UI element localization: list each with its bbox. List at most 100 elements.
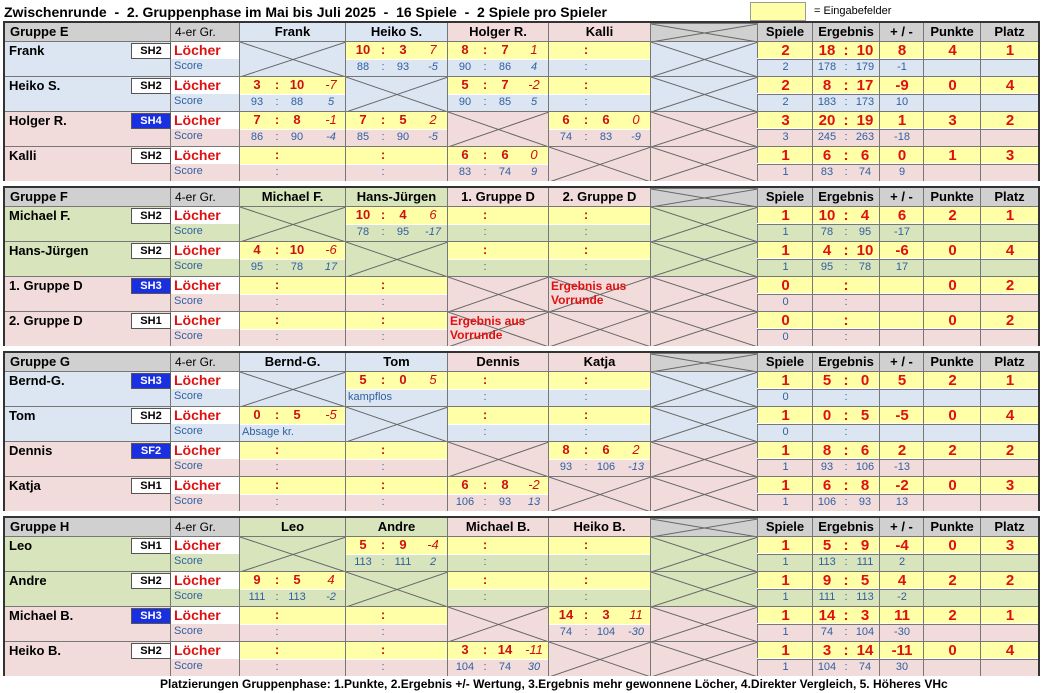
holes-input-row[interactable]: : xyxy=(240,277,345,294)
holes-won[interactable]: 7 xyxy=(359,112,367,127)
holes-won[interactable]: 3 xyxy=(253,77,261,92)
holes-input-row[interactable]: 5:7 -2 xyxy=(448,77,548,94)
holes-input-row[interactable]: 7:8 -1 xyxy=(240,112,345,129)
match-cell[interactable]: 3:14 -11 104:74 30 xyxy=(447,641,548,676)
holes-lost[interactable]: 6 xyxy=(602,112,610,127)
score-own[interactable]: 90 xyxy=(458,61,472,73)
holes-lost[interactable]: 0 xyxy=(399,372,407,387)
holes-input-row[interactable]: 5:9 -4 xyxy=(346,537,447,554)
score-own[interactable]: 86 xyxy=(250,131,264,143)
holes-lost[interactable]: 7 xyxy=(501,77,509,92)
holes-lost[interactable]: 14 xyxy=(497,642,513,657)
holes-input-row[interactable]: : xyxy=(346,642,447,659)
holes-lost[interactable]: 5 xyxy=(293,572,301,587)
match-cell[interactable]: :: xyxy=(447,406,548,441)
score-opponent[interactable]: 111 xyxy=(394,556,412,568)
score-own[interactable]: 88 xyxy=(356,61,370,73)
match-cell[interactable]: :: xyxy=(548,536,650,571)
match-cell[interactable]: :: xyxy=(548,371,650,406)
score-opponent[interactable]: 95 xyxy=(396,226,410,238)
match-cell[interactable]: 5:9 -4 113:111 2 xyxy=(345,536,447,571)
holes-won[interactable]: 5 xyxy=(461,77,469,92)
match-cell[interactable]: 8:6 2 93:106 -13 xyxy=(548,441,650,476)
holes-lost[interactable]: 4 xyxy=(399,207,407,222)
holes-lost[interactable]: 10 xyxy=(289,77,305,92)
score-own[interactable]: 78 xyxy=(356,226,370,238)
holes-won[interactable]: 8 xyxy=(562,442,570,457)
score-opponent[interactable]: 90 xyxy=(396,131,410,143)
holes-input-row[interactable]: : xyxy=(240,607,345,624)
holes-won[interactable]: 7 xyxy=(253,112,261,127)
holes-input-row[interactable]: 6:8 -2 xyxy=(448,477,548,494)
holes-lost[interactable]: 5 xyxy=(293,407,301,422)
holes-won[interactable]: 10 xyxy=(355,207,371,222)
match-cell[interactable]: 14:3 11 74:104 -30 xyxy=(548,606,650,641)
holes-input-row[interactable]: : xyxy=(549,372,650,389)
holes-input-row[interactable]: : xyxy=(448,537,548,554)
match-cell[interactable]: 10:4 6 78:95 -17 xyxy=(345,206,447,241)
holes-input-row[interactable]: : xyxy=(240,642,345,659)
holes-input-row[interactable]: 5:0 5 xyxy=(346,372,447,389)
holes-input-row[interactable]: : xyxy=(549,407,650,424)
score-own[interactable]: 95 xyxy=(250,261,264,273)
holes-input-row[interactable]: : xyxy=(346,147,447,164)
holes-input-row[interactable]: : xyxy=(549,572,650,589)
match-cell[interactable]: 7:5 2 85:90 -5 xyxy=(345,111,447,146)
match-cell[interactable]: :: xyxy=(548,571,650,606)
holes-input-row[interactable]: 14:3 11 xyxy=(549,607,650,624)
match-cell[interactable]: :: xyxy=(447,571,548,606)
holes-input-row[interactable]: 3:14 -11 xyxy=(448,642,548,659)
match-cell[interactable]: 5:0 5 kampflos xyxy=(345,371,447,406)
match-cell[interactable]: :: xyxy=(345,276,447,311)
score-opponent[interactable]: 74 xyxy=(498,166,512,178)
score-opponent[interactable]: 104 xyxy=(596,626,616,638)
match-cell[interactable]: :: xyxy=(239,476,345,511)
holes-lost[interactable]: 8 xyxy=(501,477,509,492)
holes-input-row[interactable]: 3:10 -7 xyxy=(240,77,345,94)
holes-input-row[interactable]: : xyxy=(549,42,650,59)
match-cell[interactable]: :: xyxy=(548,241,650,276)
match-cell[interactable]: :: xyxy=(345,476,447,511)
holes-input-row[interactable]: : xyxy=(549,242,650,259)
match-cell[interactable]: :: xyxy=(548,76,650,111)
match-cell[interactable]: :: xyxy=(345,311,447,346)
holes-won[interactable]: 4 xyxy=(253,242,261,257)
holes-lost[interactable]: 8 xyxy=(293,112,301,127)
holes-lost[interactable]: 9 xyxy=(399,537,407,552)
holes-input-row[interactable]: : xyxy=(240,147,345,164)
holes-lost[interactable]: 3 xyxy=(602,607,610,622)
holes-input-row[interactable]: 8:6 2 xyxy=(549,442,650,459)
score-own[interactable]: 106 xyxy=(455,496,475,508)
score-opponent[interactable]: 85 xyxy=(498,96,512,108)
holes-input-row[interactable]: : xyxy=(448,207,548,224)
holes-input-row[interactable]: : xyxy=(549,537,650,554)
match-cell[interactable]: :: xyxy=(239,606,345,641)
score-opponent[interactable]: 78 xyxy=(290,261,304,273)
match-cell[interactable]: 3:10 -7 93:88 5 xyxy=(239,76,345,111)
score-own[interactable]: 90 xyxy=(458,96,472,108)
holes-won[interactable]: 5 xyxy=(359,537,367,552)
holes-won[interactable]: 10 xyxy=(355,42,371,57)
holes-won[interactable]: 3 xyxy=(461,642,469,657)
holes-input-row[interactable]: : xyxy=(549,207,650,224)
score-opponent[interactable]: 74 xyxy=(498,661,512,673)
holes-input-row[interactable]: : xyxy=(346,477,447,494)
holes-won[interactable]: 5 xyxy=(359,372,367,387)
holes-input-row[interactable]: : xyxy=(240,477,345,494)
match-cell[interactable]: 6:6 0 74:83 -9 xyxy=(548,111,650,146)
match-cell[interactable]: :: xyxy=(239,276,345,311)
holes-input-row[interactable]: 10:3 7 xyxy=(346,42,447,59)
score-opponent[interactable]: 106 xyxy=(596,461,616,473)
score-own[interactable]: 74 xyxy=(559,626,573,638)
holes-input-row[interactable]: 8:7 1 xyxy=(448,42,548,59)
holes-input-row[interactable]: : xyxy=(448,572,548,589)
holes-won[interactable]: 6 xyxy=(461,147,469,162)
match-cell[interactable]: :: xyxy=(239,311,345,346)
holes-input-row[interactable]: 7:5 2 xyxy=(346,112,447,129)
score-opponent[interactable]: 90 xyxy=(290,131,304,143)
score-opponent[interactable]: 93 xyxy=(498,496,512,508)
holes-lost[interactable]: 7 xyxy=(501,42,509,57)
holes-input-row[interactable]: : xyxy=(448,407,548,424)
match-cell[interactable]: 7:8 -1 86:90 -4 xyxy=(239,111,345,146)
holes-input-row[interactable]: 9:5 4 xyxy=(240,572,345,589)
